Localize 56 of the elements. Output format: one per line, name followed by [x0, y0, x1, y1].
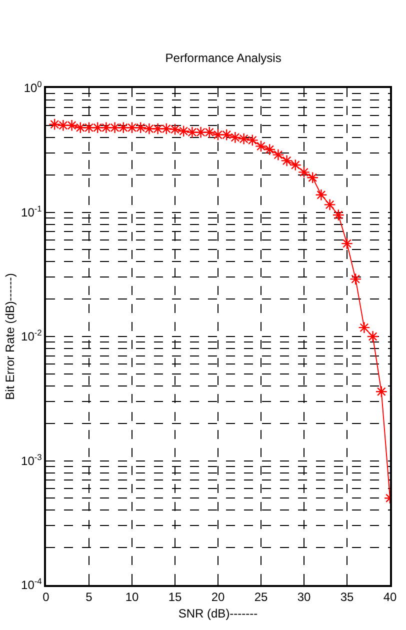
point: [341, 238, 353, 250]
point: [358, 322, 370, 334]
chart-title: Performance Analysis: [165, 51, 282, 65]
point: [100, 122, 112, 134]
point: [126, 122, 138, 134]
point: [48, 118, 61, 130]
point: [203, 126, 216, 138]
point: [324, 198, 336, 211]
x-tick-label: 0: [42, 590, 50, 604]
point: [280, 154, 293, 167]
point: [246, 134, 258, 146]
y-tick-label: 10$^{0}$: [24, 79, 42, 96]
y-tick-label: 10$^{-3}$: [21, 452, 42, 468]
point: [220, 128, 233, 141]
x-tick-label: 5: [86, 590, 93, 604]
point: [92, 122, 104, 134]
point: [194, 126, 207, 138]
point: [134, 122, 147, 134]
point: [238, 132, 250, 145]
point: [108, 122, 121, 134]
point: [186, 126, 198, 138]
y-tick-label: 10$^{-4}$: [21, 576, 42, 592]
point: [117, 122, 130, 134]
point: [152, 122, 164, 135]
point: [350, 273, 362, 286]
x-tick-label: 30: [297, 590, 311, 604]
point: [264, 143, 276, 156]
point: [83, 122, 95, 134]
point: [160, 122, 172, 135]
point: [298, 166, 310, 178]
point: [178, 125, 190, 138]
point: [375, 386, 388, 398]
x-tick-label: 25: [254, 590, 268, 604]
point: [143, 122, 156, 135]
point: [57, 119, 70, 132]
point: [332, 209, 344, 222]
point: [255, 140, 267, 152]
point: [74, 122, 86, 134]
y-axis-title: Bit Error Rate (dB)------): [2, 273, 17, 400]
point: [315, 188, 328, 201]
point: [169, 123, 181, 136]
y-tick-label: 10$^{-2}$: [21, 328, 42, 344]
x-tick-label: 40: [383, 590, 397, 604]
x-tick-label: 20: [211, 590, 225, 604]
point: [272, 148, 284, 161]
point: [306, 172, 319, 184]
point: [289, 159, 302, 172]
x-tick-label: 10: [125, 590, 139, 604]
point: [66, 119, 78, 132]
point: [229, 131, 242, 144]
x-tick-label: 15: [168, 590, 182, 604]
point: [212, 128, 224, 141]
x-tick-label: 35: [340, 590, 354, 604]
x-axis-title: SNR (dB)-------: [178, 606, 258, 621]
point: [366, 330, 379, 342]
y-tick-label: 10$^{-1}$: [21, 203, 42, 220]
